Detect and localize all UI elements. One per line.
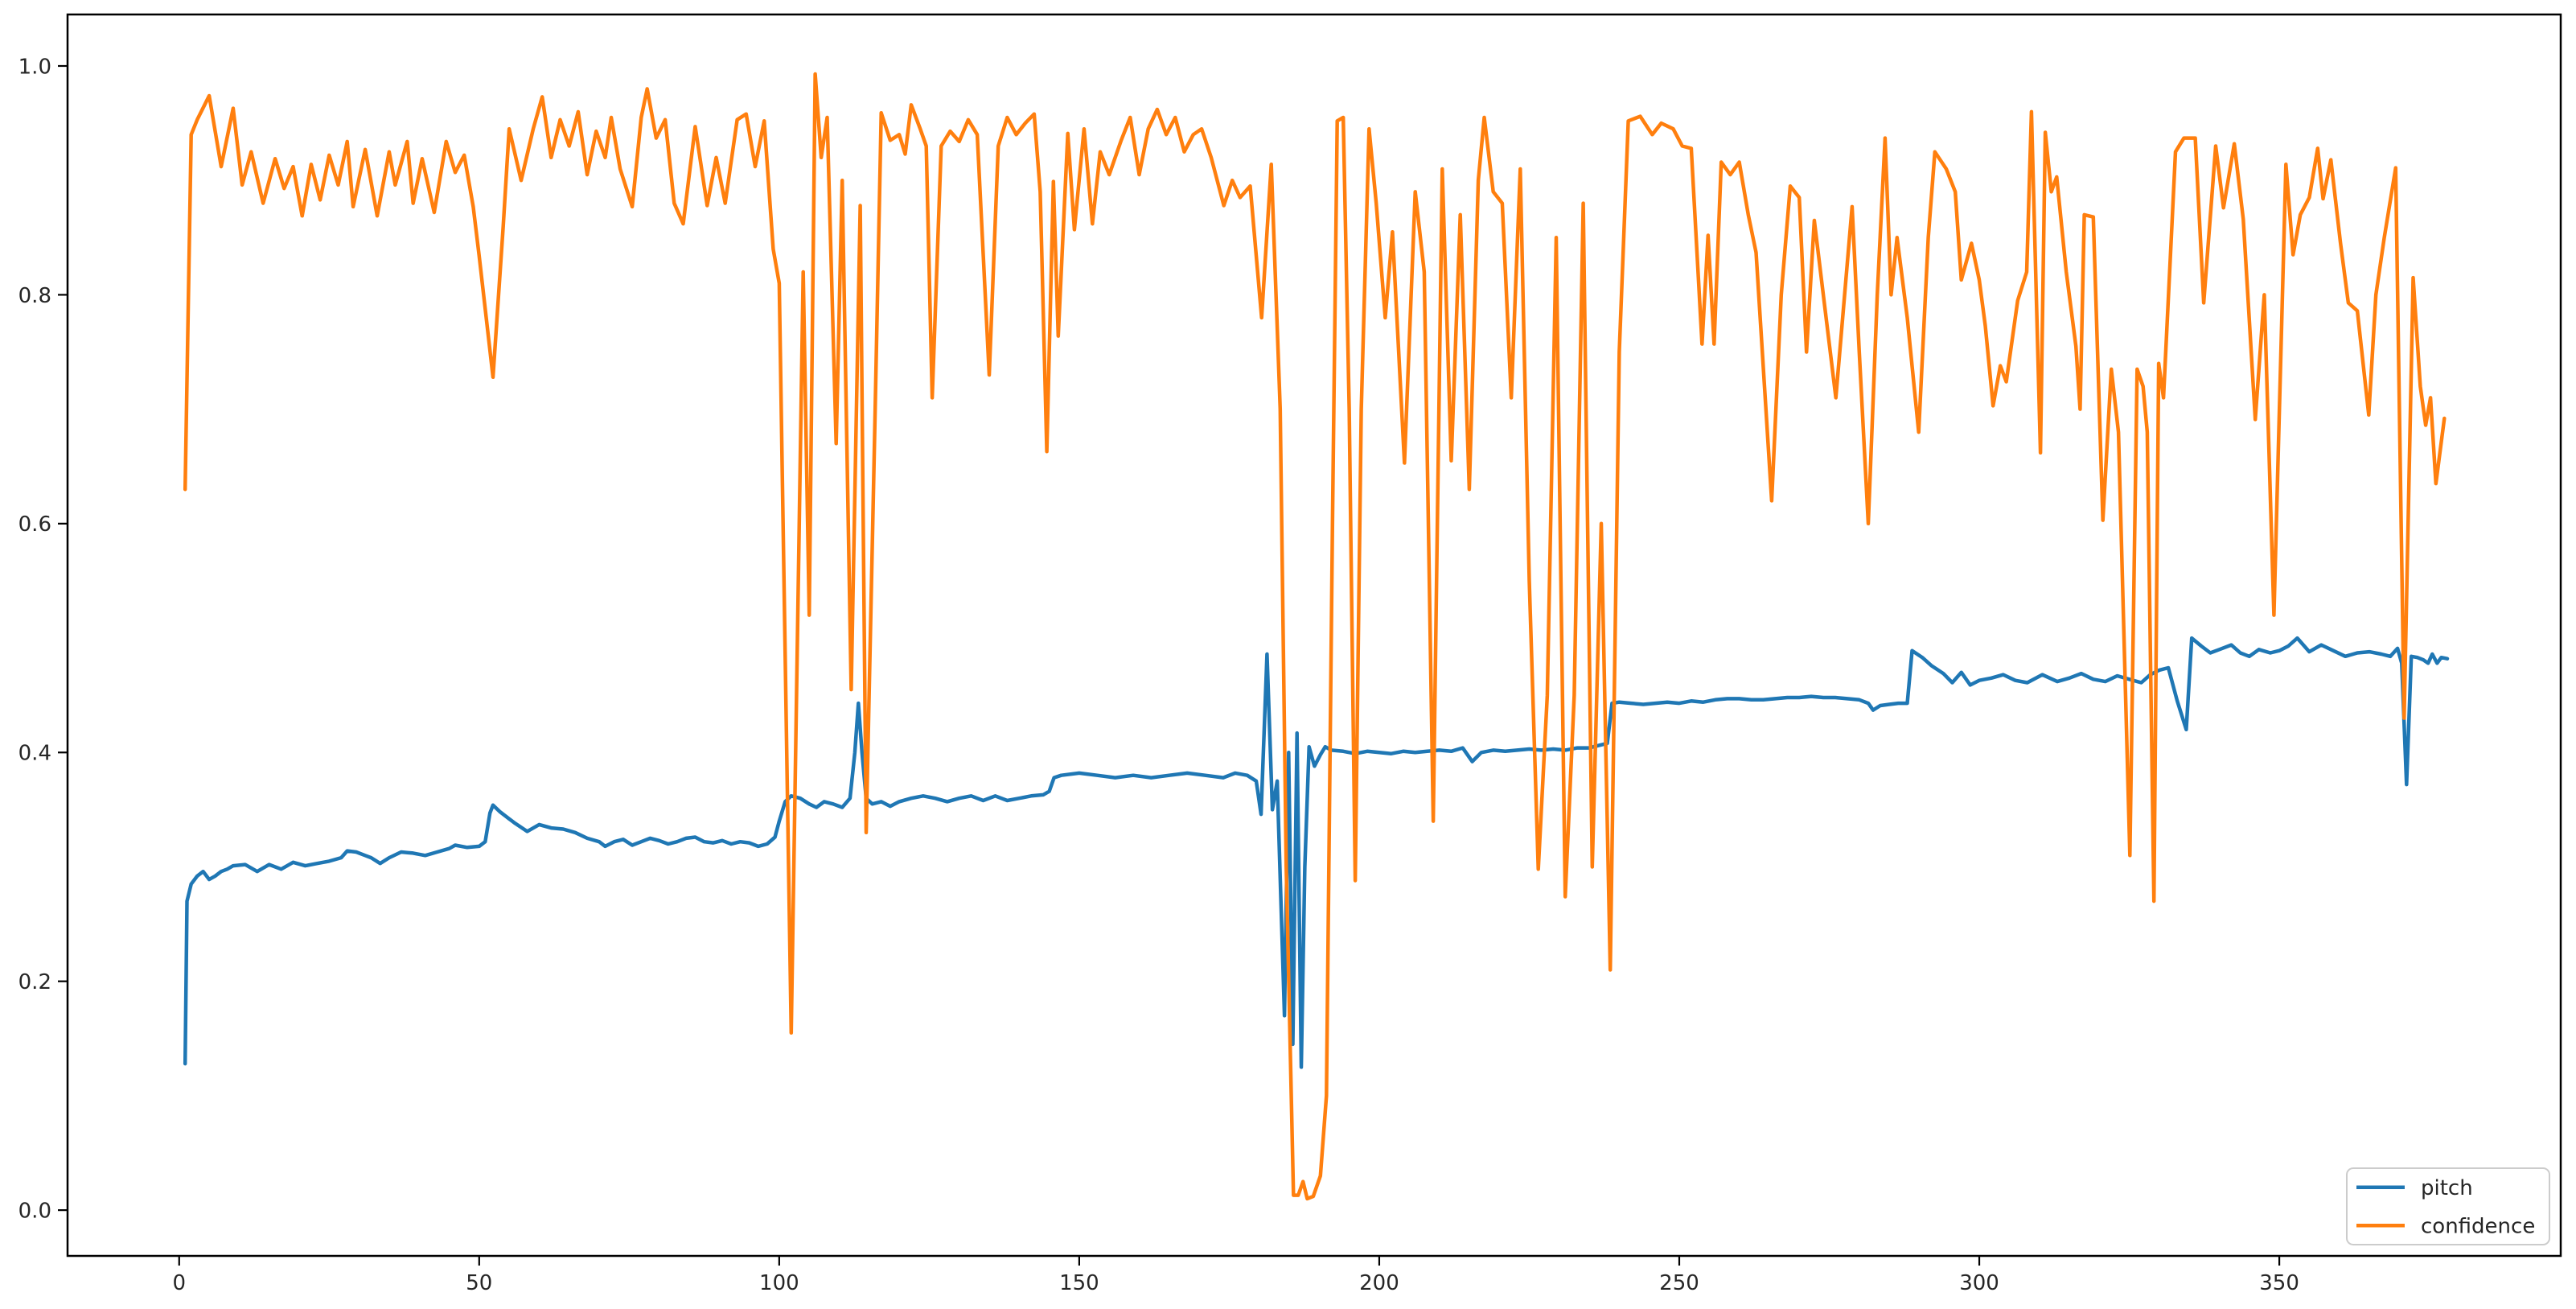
y-tick-label: 0.4 [18, 742, 51, 766]
x-tick-label: 50 [466, 1271, 492, 1295]
x-tick-label: 100 [759, 1271, 799, 1295]
y-tick-label: 0.8 [18, 284, 51, 308]
x-tick-label: 300 [1959, 1271, 1999, 1295]
axes-border [66, 13, 2562, 1258]
legend: pitch confidence [2346, 1167, 2550, 1245]
plot-background [68, 14, 2561, 1256]
x-tick-label: 150 [1059, 1271, 1099, 1295]
series-line-pitch [183, 636, 2450, 1069]
axes-spines [66, 13, 2562, 1258]
x-tick-label: 0 [172, 1271, 186, 1295]
y-axis: 0.0 0.2 0.4 0.6 0.8 1.0 [18, 55, 68, 1223]
x-tick-label: 350 [2259, 1271, 2299, 1295]
x-tick-label: 250 [1659, 1271, 1699, 1295]
y-tick-label: 0.2 [18, 970, 51, 994]
legend-label-pitch: pitch [2421, 1176, 2473, 1200]
legend-label-confidence: confidence [2421, 1215, 2535, 1239]
y-tick-label: 0.6 [18, 512, 51, 537]
x-tick-label: 200 [1359, 1271, 1399, 1295]
y-tick-label: 0.0 [18, 1199, 51, 1223]
y-tick-label: 1.0 [18, 55, 51, 79]
series-line-confidence [183, 72, 2447, 1201]
x-axis: 0 50 100 150 200 250 300 350 [172, 1256, 2299, 1295]
series-layer [183, 72, 2450, 1201]
plot-area [68, 14, 2561, 1256]
